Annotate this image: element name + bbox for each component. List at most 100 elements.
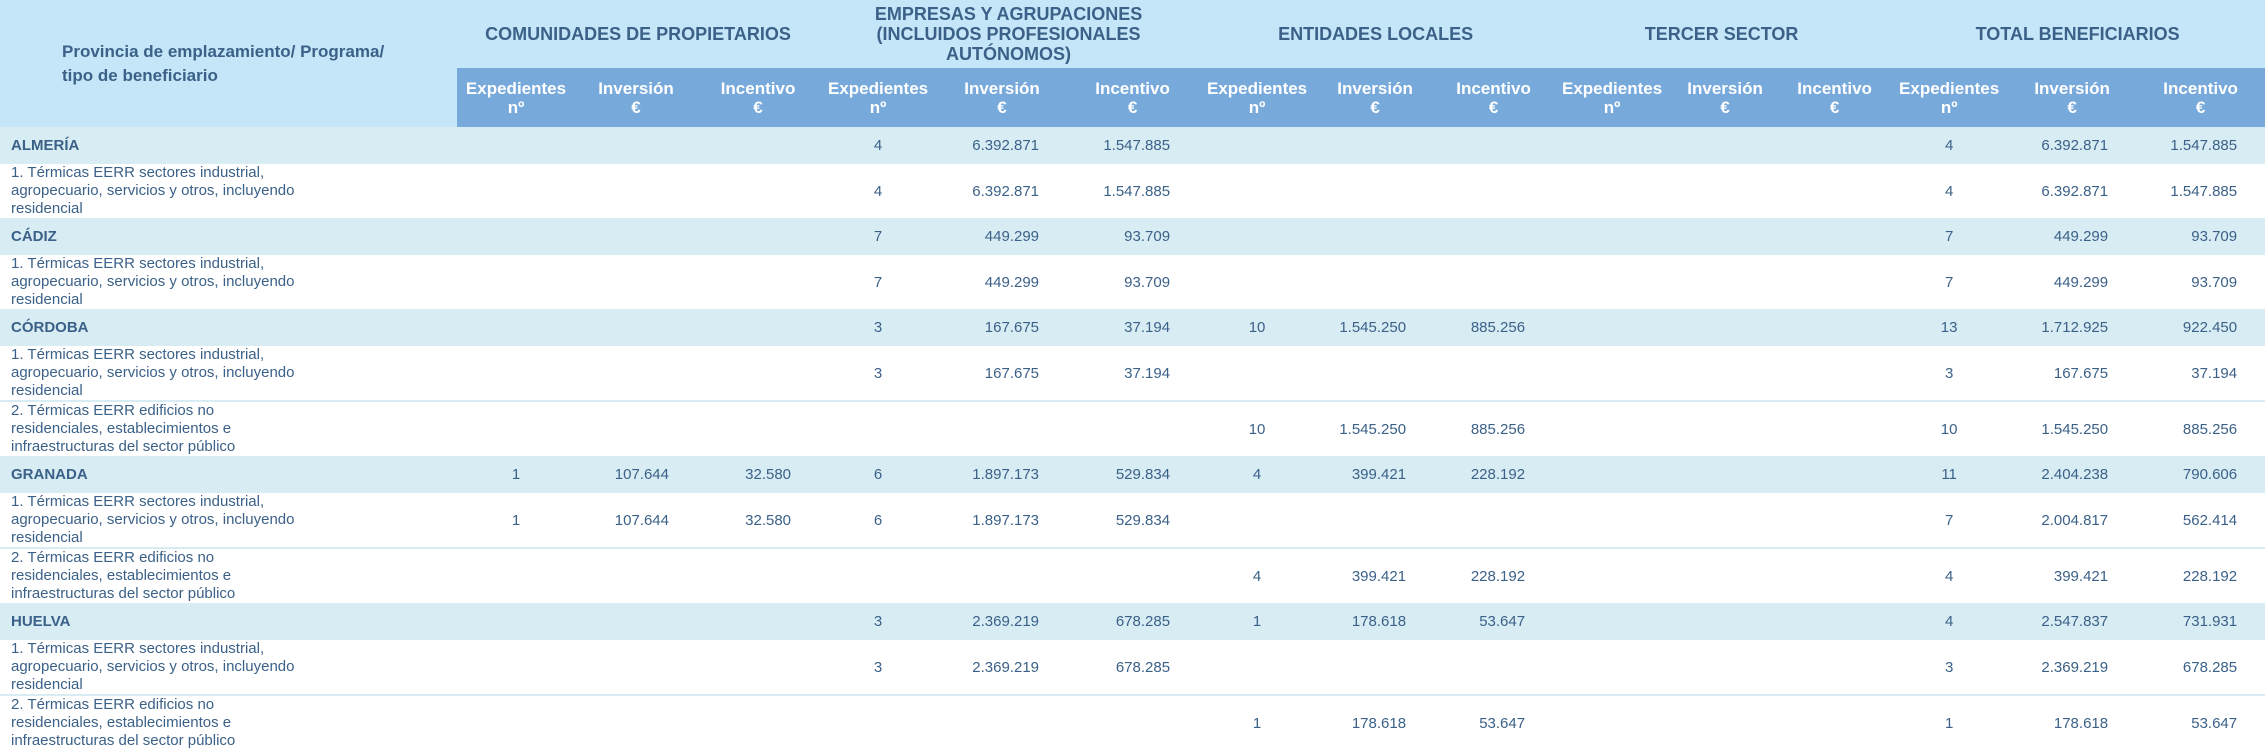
cell-comunidades-inversion: 107.644 bbox=[575, 456, 697, 493]
subheader-label: Incentivo bbox=[720, 78, 796, 98]
cell-total-expedientes: 4 bbox=[1890, 548, 2009, 603]
cell-tercer-sector-expedientes bbox=[1553, 127, 1672, 164]
subheader-label: Incentivo bbox=[1797, 78, 1872, 98]
label-column-header: Provincia de emplazamiento/ Programa/ ti… bbox=[0, 0, 457, 127]
subheader-unit: nº bbox=[869, 97, 887, 117]
group-header-empresas: EMPRESAS Y AGRUPACIONES (INCLUIDOS PROFE… bbox=[819, 0, 1199, 68]
cell-total-expedientes: 13 bbox=[1890, 309, 2009, 346]
cell-comunidades-inversion bbox=[575, 309, 697, 346]
cell-entidades-locales-inversion: 399.421 bbox=[1316, 548, 1435, 603]
cell-total-expedientes: 1 bbox=[1890, 695, 2009, 750]
cell-comunidades-expedientes bbox=[457, 164, 575, 218]
cell-total-inversion: 6.392.871 bbox=[2008, 164, 2137, 218]
cell-entidades-locales-inversion: 1.545.250 bbox=[1316, 401, 1435, 456]
cell-tercer-sector-inversion bbox=[1671, 309, 1780, 346]
cell-entidades-locales-inversion bbox=[1316, 493, 1435, 549]
cell-comunidades-incentivo bbox=[697, 695, 820, 750]
cell-comunidades-inversion bbox=[575, 127, 697, 164]
cell-empresas-expedientes: 3 bbox=[819, 346, 938, 402]
cell-comunidades-inversion bbox=[575, 401, 697, 456]
cell-total-incentivo: 93.709 bbox=[2136, 218, 2265, 255]
cell-comunidades-inversion: 107.644 bbox=[575, 493, 697, 549]
subheader-label: Inversión bbox=[1687, 78, 1763, 98]
cell-tercer-sector-inversion bbox=[1671, 255, 1780, 309]
program-name: 1. Térmicas EERR sectores industrial, ag… bbox=[0, 255, 457, 309]
cell-total-inversion: 2.004.817 bbox=[2008, 493, 2137, 549]
group-header-row: Provincia de emplazamiento/ Programa/ ti… bbox=[0, 0, 2265, 127]
cell-tercer-sector-inversion bbox=[1671, 164, 1780, 218]
cell-tercer-sector-inversion bbox=[1671, 640, 1780, 696]
cell-total-incentivo: 93.709 bbox=[2136, 255, 2265, 309]
cell-tercer-sector-incentivo bbox=[1779, 309, 1891, 346]
cell-total-expedientes: 10 bbox=[1890, 401, 2009, 456]
cell-total-inversion: 178.618 bbox=[2008, 695, 2137, 750]
program-row: 1. Térmicas EERR sectores industrial, ag… bbox=[0, 255, 2265, 309]
cell-empresas-expedientes: 7 bbox=[819, 218, 938, 255]
province-name: CÁDIZ bbox=[0, 218, 457, 255]
subheader-row: Expedientes nº Inversión € Incentivo € Expedie… bbox=[0, 68, 2265, 127]
cell-empresas-expedientes: 6 bbox=[819, 493, 938, 549]
cell-tercer-sector-expedientes bbox=[1553, 309, 1672, 346]
cell-comunidades-expedientes bbox=[457, 127, 575, 164]
subheader-unit: € bbox=[1720, 97, 1730, 117]
province-row: CÁDIZ 7 449.299 93.709 7 449.299 93.709 bbox=[0, 218, 2265, 255]
cell-entidades-locales-incentivo: 53.647 bbox=[1434, 603, 1554, 640]
cell-empresas-inversion: 449.299 bbox=[937, 255, 1068, 309]
cell-tercer-sector-inversion bbox=[1671, 603, 1780, 640]
cell-tercer-sector-incentivo bbox=[1779, 218, 1891, 255]
cell-comunidades-expedientes: 1 bbox=[457, 456, 575, 493]
cell-empresas-inversion: 6.392.871 bbox=[937, 127, 1068, 164]
cell-total-expedientes: 7 bbox=[1890, 493, 2009, 549]
cell-comunidades-incentivo bbox=[697, 127, 820, 164]
cell-empresas-expedientes bbox=[819, 401, 938, 456]
cell-tercer-sector-expedientes bbox=[1553, 603, 1672, 640]
subheader-comunidades-incentivo: Incentivo € bbox=[697, 68, 820, 127]
cell-comunidades-expedientes: 1 bbox=[457, 493, 575, 549]
cell-tercer-sector-incentivo bbox=[1779, 640, 1891, 696]
cell-comunidades-expedientes bbox=[457, 401, 575, 456]
cell-total-incentivo: 790.606 bbox=[2136, 456, 2265, 493]
cell-empresas-inversion: 167.675 bbox=[937, 309, 1068, 346]
subheader-tercer-sector-incentivo: Incentivo € bbox=[1779, 68, 1891, 127]
cell-tercer-sector-inversion bbox=[1671, 456, 1780, 493]
cell-empresas-incentivo bbox=[1067, 401, 1199, 456]
cell-total-expedientes: 7 bbox=[1890, 255, 2009, 309]
cell-empresas-inversion: 1.897.173 bbox=[937, 456, 1068, 493]
cell-comunidades-expedientes bbox=[457, 346, 575, 402]
program-name: 1. Térmicas EERR sectores industrial, ag… bbox=[0, 640, 457, 696]
cell-tercer-sector-incentivo bbox=[1779, 127, 1891, 164]
program-row: 2. Térmicas EERR edificios no residencia… bbox=[0, 401, 2265, 456]
cell-empresas-incentivo: 529.834 bbox=[1067, 493, 1199, 549]
cell-entidades-locales-incentivo: 885.256 bbox=[1434, 401, 1554, 456]
cell-total-inversion: 449.299 bbox=[2008, 255, 2137, 309]
subheader-empresas-inversion: Inversión € bbox=[937, 68, 1068, 127]
subheader-label: Expedientes bbox=[1899, 78, 2000, 98]
cell-comunidades-incentivo: 32.580 bbox=[697, 493, 820, 549]
subheader-entidades-locales-incentivo: Incentivo € bbox=[1434, 68, 1554, 127]
cell-entidades-locales-inversion bbox=[1316, 218, 1435, 255]
cell-tercer-sector-inversion bbox=[1671, 401, 1780, 456]
cell-entidades-locales-incentivo bbox=[1434, 218, 1554, 255]
cell-empresas-incentivo bbox=[1067, 695, 1199, 750]
group-header-total: TOTAL BENEFICIARIOS bbox=[1890, 0, 2265, 68]
cell-entidades-locales-expedientes bbox=[1198, 255, 1317, 309]
cell-empresas-inversion: 2.369.219 bbox=[937, 640, 1068, 696]
group-header-comunidades: COMUNIDADES DE PROPIETARIOS bbox=[457, 0, 820, 68]
cell-entidades-locales-inversion: 399.421 bbox=[1316, 456, 1435, 493]
subheader-unit: € bbox=[1127, 97, 1138, 117]
table-body: ALMERÍA 4 6.392.871 1.547.885 4 6.392.871 1.54… bbox=[0, 127, 2265, 750]
cell-entidades-locales-expedientes bbox=[1198, 493, 1317, 549]
cell-comunidades-incentivo bbox=[697, 548, 820, 603]
cell-tercer-sector-inversion bbox=[1671, 493, 1780, 549]
cell-comunidades-incentivo bbox=[697, 603, 820, 640]
cell-entidades-locales-inversion bbox=[1316, 346, 1435, 402]
cell-entidades-locales-inversion: 1.545.250 bbox=[1316, 309, 1435, 346]
program-row: 2. Térmicas EERR edificios no residencia… bbox=[0, 548, 2265, 603]
label-header-line-2: tipo de beneficiario bbox=[62, 65, 218, 85]
cell-entidades-locales-expedientes: 4 bbox=[1198, 456, 1317, 493]
subheader-label: Inversión bbox=[598, 78, 674, 98]
cell-tercer-sector-inversion bbox=[1671, 346, 1780, 402]
province-name: HUELVA bbox=[0, 603, 457, 640]
cell-tercer-sector-expedientes bbox=[1553, 401, 1672, 456]
cell-empresas-expedientes: 3 bbox=[819, 309, 938, 346]
